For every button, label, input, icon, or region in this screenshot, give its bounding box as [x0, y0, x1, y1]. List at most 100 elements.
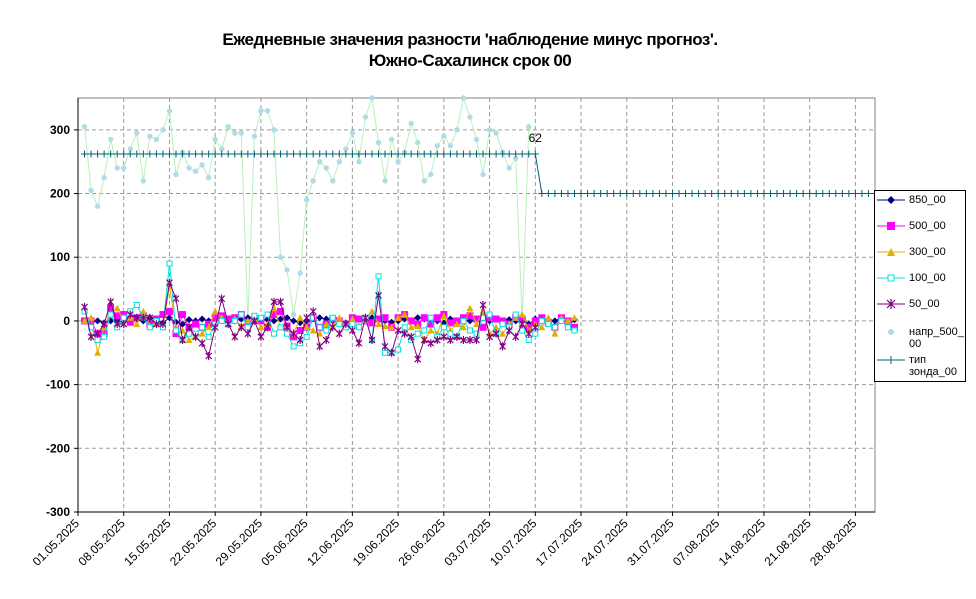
x-tick-label: 12.06.2025 — [304, 516, 357, 569]
data-point-50-00 — [166, 278, 173, 287]
x-tick-label: 01.05.2025 — [30, 516, 83, 569]
data-point-100-00 — [427, 314, 434, 321]
data-point-50-00 — [296, 336, 304, 345]
data-point-напр-500-00 — [238, 130, 245, 136]
data-point-tip-zonda — [760, 190, 768, 198]
data-point-100-00 — [133, 302, 140, 308]
data-point-напр-500-00 — [114, 165, 120, 171]
data-point-tip-zonda — [146, 150, 154, 158]
data-point-300-00 — [87, 314, 95, 321]
data-point-50-00 — [250, 316, 258, 325]
data-point-850-00 — [414, 314, 422, 322]
data-point-100-00 — [545, 321, 552, 328]
x-tick-label: 22.05.2025 — [167, 516, 220, 569]
data-point-tip-zonda — [603, 190, 611, 198]
data-point-tip-zonda — [244, 150, 252, 158]
data-point-500-00 — [492, 315, 500, 323]
data-point-500-00 — [113, 312, 121, 320]
data-point-tip-zonda — [414, 150, 422, 158]
data-point-напр-500-00 — [467, 114, 473, 120]
legend-label-50: 50_00 — [909, 298, 940, 310]
legend-label-500: 500_00 — [909, 220, 946, 232]
data-point-100-00 — [218, 317, 225, 324]
data-point-100-00 — [290, 343, 297, 350]
data-point-tip-zonda — [629, 190, 637, 198]
data-point-tip-zonda — [616, 190, 624, 198]
data-point-500-00 — [126, 318, 134, 326]
data-point-напр-500-00 — [81, 123, 88, 130]
data-point-50-00 — [100, 320, 108, 329]
x-tick-label: 03.07.2025 — [441, 516, 494, 569]
x-tick-label: 15.05.2025 — [121, 516, 174, 569]
x-tick-label: 24.07.2025 — [579, 516, 632, 569]
data-point-50-00 — [375, 291, 382, 300]
data-point-tip-zonda — [708, 190, 716, 198]
data-point-100-00 — [525, 337, 532, 344]
data-point-tip-zonda — [179, 150, 187, 158]
data-point-100-00 — [205, 333, 212, 340]
data-point-напр-500-00 — [219, 146, 225, 152]
data-point-tip-zonda — [303, 150, 311, 158]
data-point-500-00 — [381, 314, 389, 322]
data-point-tip-zonda — [780, 190, 788, 198]
data-point-50-00 — [394, 326, 402, 335]
data-point-tip-zonda — [100, 150, 108, 158]
data-point-100-00 — [466, 327, 473, 334]
data-point-напр-500-00 — [323, 165, 329, 171]
data-point-tip-zonda — [427, 150, 435, 158]
data-point-50-00 — [231, 332, 239, 341]
data-point-100-00 — [107, 311, 114, 318]
data-point-напр-500-00 — [408, 120, 414, 127]
data-point-100-00 — [349, 321, 356, 328]
data-point-500-00 — [244, 320, 252, 328]
data-point-напр-500-00 — [395, 158, 401, 165]
x-tick-label: 26.06.2025 — [396, 516, 449, 569]
data-point-50-00 — [446, 336, 454, 345]
data-point-tip-zonda — [355, 150, 363, 158]
data-point-напр-500-00 — [88, 187, 94, 194]
data-point-напр-500-00 — [369, 95, 375, 101]
data-point-50-00 — [407, 332, 415, 341]
data-point-tip-zonda — [538, 190, 546, 198]
data-point-50-00 — [303, 313, 311, 322]
data-point-tip-zonda — [152, 150, 160, 158]
data-point-100-00 — [571, 327, 578, 334]
data-point-tip-zonda — [283, 150, 291, 158]
data-point-напр-500-00 — [264, 108, 271, 114]
data-point-tip-zonda — [812, 190, 820, 198]
data-point-tip-zonda — [597, 190, 605, 198]
y-tick-label: 200 — [50, 187, 70, 201]
data-point-50-00 — [120, 320, 128, 329]
data-point-50-00 — [322, 336, 330, 345]
y-tick-label: 300 — [50, 123, 70, 137]
data-point-100-00 — [231, 317, 238, 324]
data-point-tip-zonda — [453, 150, 461, 158]
data-point-50-00 — [316, 342, 324, 351]
data-point-tip-zonda — [257, 150, 265, 158]
data-point-100-00 — [316, 324, 323, 331]
legend-marker-500 — [877, 222, 905, 230]
data-point-100-00 — [264, 311, 271, 318]
series-line-50-00 — [84, 280, 536, 361]
data-point-напр-500-00 — [460, 95, 467, 101]
data-point-tip-zonda — [806, 190, 814, 198]
data-point-500-00 — [446, 319, 454, 327]
data-point-100-00 — [447, 330, 454, 337]
data-point-100-00 — [146, 324, 153, 331]
data-point-300-00 — [473, 320, 480, 328]
data-point-300-00 — [538, 323, 546, 331]
data-point-50-00 — [388, 348, 395, 357]
data-point-300-00 — [322, 320, 330, 328]
plot-area — [77, 97, 876, 513]
data-point-300-00 — [440, 312, 448, 319]
data-point-50-00 — [198, 339, 206, 348]
data-point-500-00 — [479, 323, 487, 331]
data-point-напр-500-00 — [486, 127, 493, 133]
data-point-tip-zonda — [394, 150, 402, 158]
data-point-напр-500-00 — [173, 171, 179, 178]
data-point-напр-500-00 — [447, 143, 454, 149]
data-point-tip-zonda — [623, 190, 631, 198]
data-point-500-00 — [192, 320, 200, 328]
data-point-50-00 — [479, 301, 487, 309]
